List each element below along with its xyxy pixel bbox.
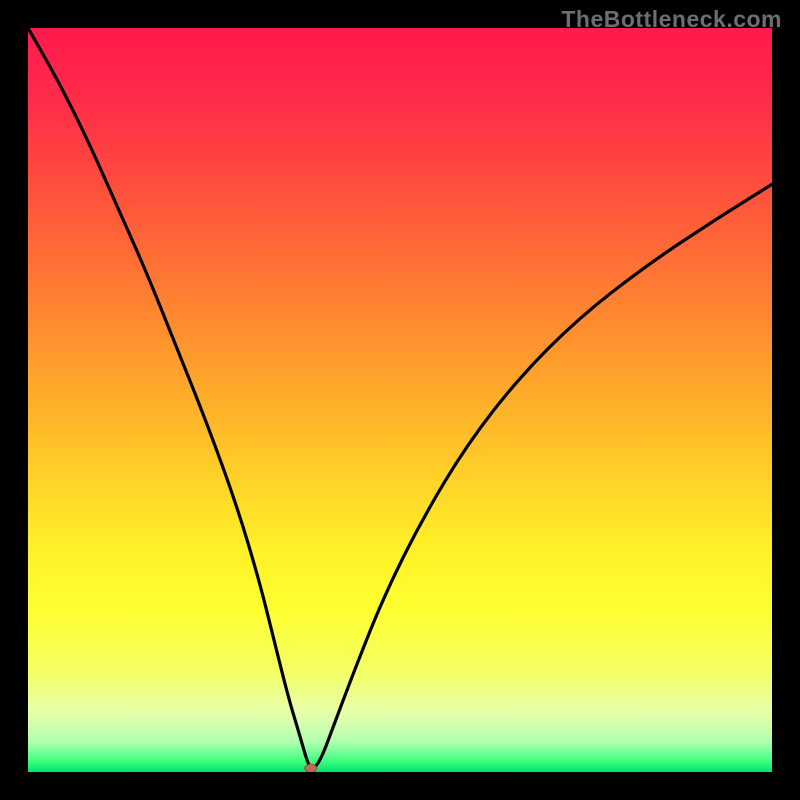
watermark-text: TheBottleneck.com <box>561 6 782 33</box>
gradient-background <box>28 28 772 772</box>
chart-container: TheBottleneck.com <box>0 0 800 800</box>
plot-area <box>28 28 772 772</box>
plot-svg <box>28 28 772 772</box>
minimum-marker <box>305 764 317 772</box>
